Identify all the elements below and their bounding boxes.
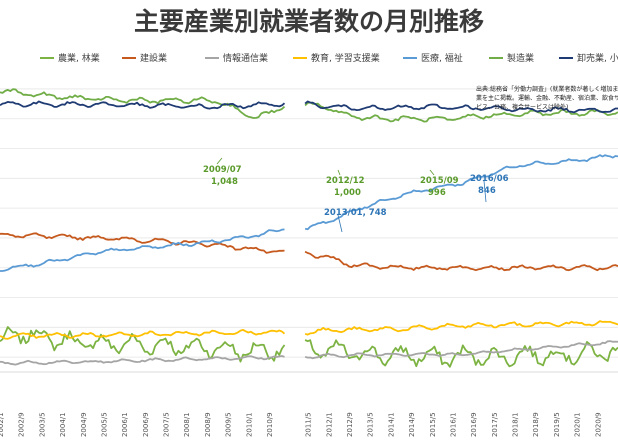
series-line-b bbox=[304, 320, 618, 336]
x-tick-label: 2010/9 bbox=[266, 412, 274, 437]
x-tick-label: 2015/5 bbox=[429, 412, 437, 437]
annotation-label: 2013/01, 748 bbox=[324, 208, 387, 218]
x-tick-label: 2018/9 bbox=[532, 412, 540, 437]
x-axis: 2002/1 2002/9 2003/5 2004/1 2004/9 2005/5 2006… bbox=[0, 412, 602, 437]
x-tick-label: 2006/9 bbox=[142, 412, 150, 437]
x-tick-label: 2013/5 bbox=[367, 412, 375, 437]
x-tick-label: 2020/1 bbox=[574, 412, 582, 437]
annotation-label: 2015/09 bbox=[420, 176, 459, 186]
x-tick-label: 2008/9 bbox=[204, 412, 212, 437]
legend-label: 製造業 bbox=[507, 52, 534, 64]
x-tick-label: 2014/1 bbox=[387, 412, 395, 437]
x-tick-label: 2009/5 bbox=[225, 412, 233, 437]
x-tick-label: 2008/1 bbox=[183, 412, 191, 437]
series-line-a bbox=[0, 355, 285, 366]
x-tick-label: 2012/1 bbox=[325, 412, 333, 437]
legend-label: 建設業 bbox=[140, 52, 167, 64]
annotation-value: 1,048 bbox=[211, 177, 238, 187]
series-line-a bbox=[0, 328, 286, 340]
series-line-b bbox=[304, 100, 618, 114]
x-tick-label: 2004/1 bbox=[59, 412, 67, 437]
x-tick-label: 2016/1 bbox=[450, 412, 458, 437]
annotation-value: 846 bbox=[478, 186, 496, 196]
x-tick-label: 2003/5 bbox=[38, 412, 46, 437]
series-lines bbox=[0, 88, 618, 368]
x-tick-label: 2017/5 bbox=[491, 412, 499, 437]
x-tick-label: 2004/9 bbox=[80, 412, 88, 437]
x-tick-label: 2020/9 bbox=[594, 412, 602, 437]
legend-label: 医療, 福祉 bbox=[421, 52, 463, 64]
series-line-a bbox=[0, 228, 285, 272]
series-line-a bbox=[0, 100, 286, 110]
x-tick-label: 2011/5 bbox=[305, 412, 313, 437]
legend: 農業, 林業 建設業 情報通信業 教育, 学習支援業 医療, 福祉 製造業 卸売業, 小売業 bbox=[40, 52, 618, 64]
annotation-leader bbox=[483, 180, 487, 203]
source-note-line: ビス、公務、複合サービスは除外) bbox=[476, 103, 568, 111]
source-note: 出典:総務省「労働力調査」(就業者数が著しく増加または減少している産業を主に掲載… bbox=[476, 85, 618, 111]
annotation-leader bbox=[337, 214, 343, 233]
series-line-b bbox=[304, 339, 618, 368]
x-tick-label: 2010/1 bbox=[245, 412, 253, 437]
x-tick-label: 2006/1 bbox=[121, 412, 129, 437]
source-note-line: 出典:総務省「労働力調査」(就業者数が著しく増加または減少している産 bbox=[476, 85, 618, 93]
series-line-b bbox=[304, 250, 618, 272]
x-tick-label: 2012/9 bbox=[346, 412, 354, 437]
annotation-value: 996 bbox=[428, 188, 446, 198]
legend-label: 農業, 林業 bbox=[58, 52, 100, 64]
annotation-label: 2012/12 bbox=[326, 176, 365, 186]
annotation-leader bbox=[429, 169, 435, 176]
x-tick-label: 2014/9 bbox=[408, 412, 416, 437]
series-line-b bbox=[304, 340, 618, 360]
legend-label: 卸売業, 小売業 bbox=[577, 52, 618, 64]
annotation-label: 2016/06 bbox=[470, 174, 509, 184]
x-tick-label: 2018/1 bbox=[512, 412, 520, 437]
source-note-line: 業を主に掲載。運輸、金融、不動産、宿泊業、飲食サービス、生活サー bbox=[476, 94, 618, 102]
series-line-b bbox=[304, 154, 618, 231]
series-line-a bbox=[0, 88, 286, 119]
legend-label: 教育, 学習支援業 bbox=[311, 52, 380, 64]
annotation-value: 1,000 bbox=[334, 188, 361, 198]
annotation-label: 2009/07 bbox=[203, 165, 242, 175]
annotation-leader bbox=[337, 169, 341, 176]
annotation-leader bbox=[216, 157, 223, 165]
series-line-b bbox=[304, 101, 618, 123]
chart-title: 主要産業別就業者数の月別推移 bbox=[134, 7, 484, 36]
series-line-a bbox=[0, 232, 285, 254]
x-tick-label: 2016/9 bbox=[470, 412, 478, 437]
x-tick-label: 2002/1 bbox=[0, 412, 5, 437]
x-tick-label: 2007/5 bbox=[163, 412, 171, 437]
x-tick-label: 2019/5 bbox=[553, 412, 561, 437]
annotations: 2009/07 1,048 2012/12 1,000 2015/09 996 2016/0… bbox=[203, 157, 509, 233]
x-tick-label: 2005/5 bbox=[100, 412, 108, 437]
legend-label: 情報通信業 bbox=[223, 52, 268, 64]
x-tick-label: 2002/9 bbox=[18, 412, 26, 437]
